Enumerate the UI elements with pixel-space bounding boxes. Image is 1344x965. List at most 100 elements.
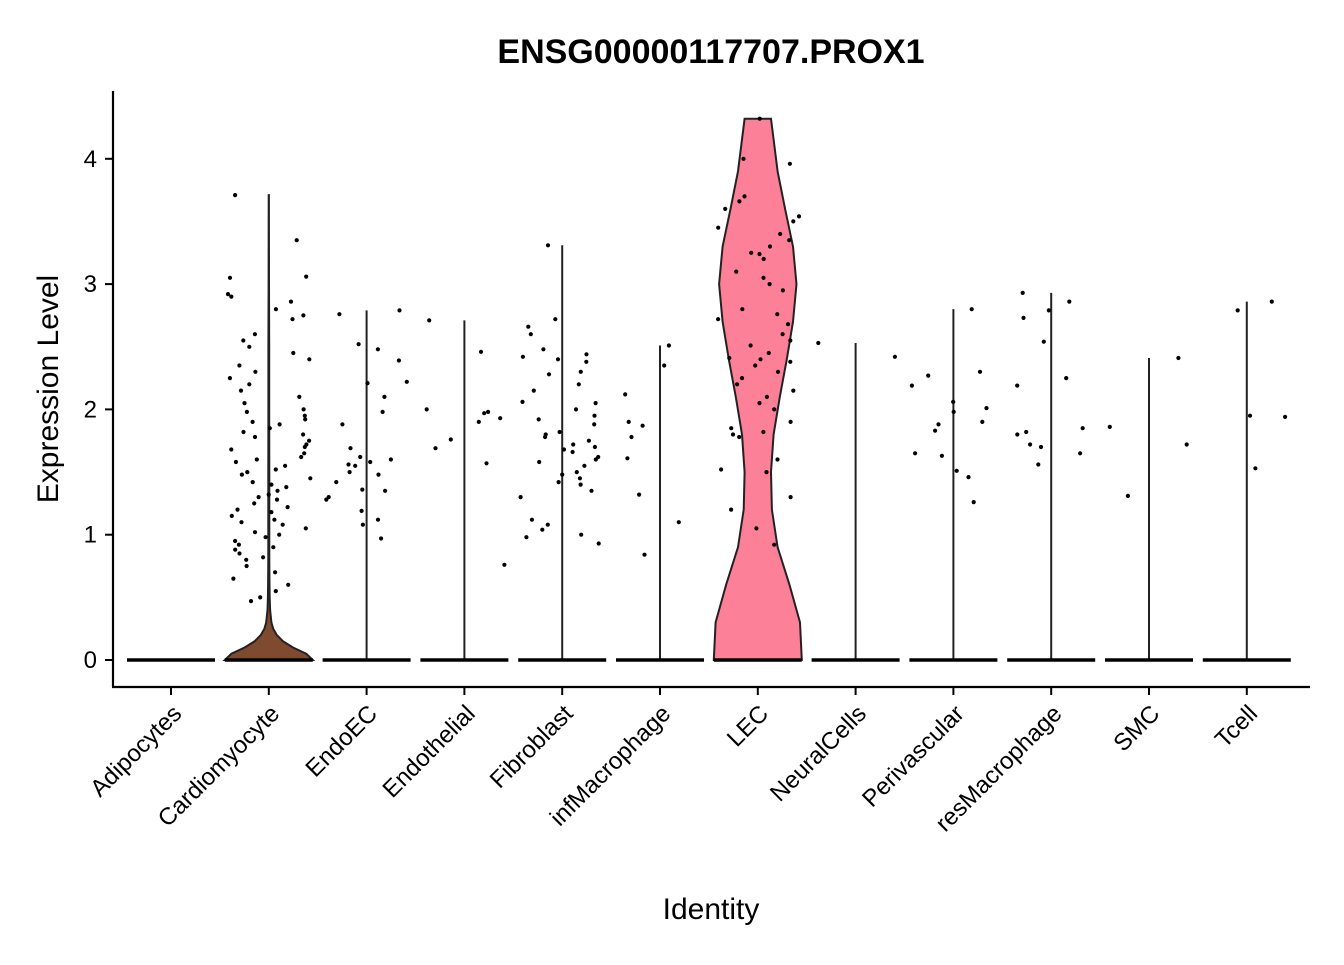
- point-Fibroblast-36: [589, 488, 594, 493]
- point-Cardiomyocyte-39: [233, 459, 238, 465]
- point-Fibroblast-7: [555, 357, 561, 362]
- point-Cardiomyocyte-7: [273, 307, 278, 312]
- point-LEC-3: [742, 194, 747, 199]
- point-Cardiomyocyte-13: [291, 350, 296, 356]
- point-resMacrophage-11: [1038, 444, 1044, 450]
- point-Fibroblast-32: [560, 472, 565, 477]
- point-LEC-45: [764, 470, 769, 475]
- point-LEC-40: [761, 429, 766, 435]
- point-Tcell-4: [1253, 466, 1258, 471]
- point-LEC-49: [772, 542, 777, 547]
- point-EndoEC-0: [397, 308, 402, 313]
- point-EndoEC-20: [383, 488, 388, 493]
- point-Cardiomyocyte-20: [297, 394, 302, 399]
- point-Cardiomyocyte-31: [252, 434, 258, 440]
- point-Endothelial-6: [476, 419, 481, 424]
- point-Cardiomyocyte-25: [303, 417, 308, 422]
- point-LEC-47: [729, 507, 734, 512]
- point-Cardiomyocyte-15: [237, 363, 242, 368]
- point-NeuralCells-1: [892, 354, 898, 359]
- point-Fibroblast-39: [545, 522, 550, 527]
- point-Cardiomyocyte-30: [301, 432, 306, 437]
- point-LEC-23: [780, 332, 785, 337]
- point-EndoEC-22: [324, 497, 329, 502]
- point-Fibroblast-31: [574, 470, 579, 475]
- point-Cardiomyocyte-54: [235, 507, 240, 512]
- point-Fibroblast-22: [586, 438, 592, 443]
- point-Cardiomyocyte-68: [237, 551, 242, 556]
- point-LEC-16: [761, 275, 766, 280]
- point-Perivascular-11: [939, 453, 945, 458]
- point-resMacrophage-6: [1015, 383, 1020, 388]
- point-Fibroblast-0: [545, 243, 551, 248]
- point-LEC-33: [735, 382, 740, 387]
- point-Cardiomyocyte-0: [233, 193, 238, 198]
- point-LEC-14: [761, 256, 766, 262]
- point-Cardiomyocyte-53: [285, 505, 290, 510]
- point-Cardiomyocyte-21: [242, 401, 247, 406]
- point-EndoEC-4: [396, 358, 401, 363]
- point-Cardiomyocyte-60: [303, 526, 308, 531]
- point-Cardiomyocyte-71: [244, 563, 249, 569]
- point-Perivascular-9: [933, 428, 938, 433]
- point-Fibroblast-18: [592, 422, 597, 427]
- violin-LEC: [712, 117, 803, 661]
- point-LEC-11: [767, 244, 773, 249]
- point-EndoEC-16: [347, 470, 352, 475]
- point-Fibroblast-43: [596, 541, 601, 546]
- point-infMacrophage-7: [637, 492, 642, 497]
- point-LEC-24: [788, 338, 793, 343]
- point-Cardiomyocyte-14: [307, 357, 312, 362]
- point-Cardiomyocyte-56: [229, 513, 234, 519]
- point-Cardiomyocyte-75: [273, 589, 278, 594]
- point-Cardiomyocyte-66: [271, 545, 276, 550]
- point-LEC-27: [727, 355, 732, 361]
- x-tick-label-Fibroblast: Fibroblast: [485, 700, 579, 794]
- point-Endothelial-3: [486, 409, 491, 414]
- point-Cardiomyocyte-61: [252, 530, 258, 535]
- point-resMacrophage-13: [1036, 462, 1041, 467]
- point-EndoEC-11: [358, 454, 363, 460]
- x-tick-label-Adipocytes: Adipocytes: [85, 700, 187, 802]
- point-Cardiomyocyte-11: [241, 338, 246, 343]
- point-EndoEC-17: [376, 472, 381, 477]
- point-LEC-20: [775, 312, 780, 317]
- point-EndoEC-1: [337, 312, 342, 317]
- point-Fibroblast-33: [577, 476, 583, 481]
- point-Cardiomyocyte-37: [299, 454, 304, 460]
- point-EndoEC-7: [382, 394, 387, 399]
- point-Fibroblast-15: [573, 407, 579, 412]
- point-LEC-35: [764, 394, 770, 399]
- point-Fibroblast-41: [579, 532, 584, 537]
- point-infMacrophage-3: [626, 419, 631, 424]
- point-Cardiomyocyte-70: [244, 557, 249, 562]
- point-Fibroblast-37: [518, 495, 523, 500]
- point-LEC-5: [723, 206, 728, 211]
- point-EndoEC-12: [388, 457, 393, 462]
- point-Fibroblast-25: [561, 447, 567, 452]
- point-EndoEC-18: [334, 480, 339, 485]
- point-LEC-46: [788, 495, 793, 500]
- point-Fibroblast-14: [593, 401, 598, 406]
- x-axis-label: Identity: [663, 893, 760, 926]
- point-Cardiomyocyte-42: [245, 470, 250, 475]
- point-Fibroblast-16: [592, 413, 597, 418]
- x-tick-label-SMC: SMC: [1108, 700, 1165, 757]
- point-Cardiomyocyte-69: [261, 555, 266, 560]
- point-Cardiomyocyte-17: [227, 376, 232, 381]
- point-Cardiomyocyte-5: [229, 294, 234, 299]
- point-Fibroblast-29: [537, 459, 542, 465]
- point-resMacrophage-4: [1041, 339, 1046, 344]
- point-LEC-10: [787, 238, 792, 243]
- point-LEC-8: [716, 225, 721, 230]
- y-tick-label-0: 0: [84, 647, 97, 674]
- point-Fibroblast-26: [570, 449, 575, 455]
- point-SMC-0: [1176, 355, 1181, 361]
- point-Cardiomyocyte-59: [280, 522, 285, 527]
- point-EndoEC-5: [404, 379, 409, 384]
- point-Cardiomyocyte-67: [233, 547, 238, 552]
- point-LEC-9: [778, 231, 783, 237]
- point-LEC-2: [787, 161, 793, 166]
